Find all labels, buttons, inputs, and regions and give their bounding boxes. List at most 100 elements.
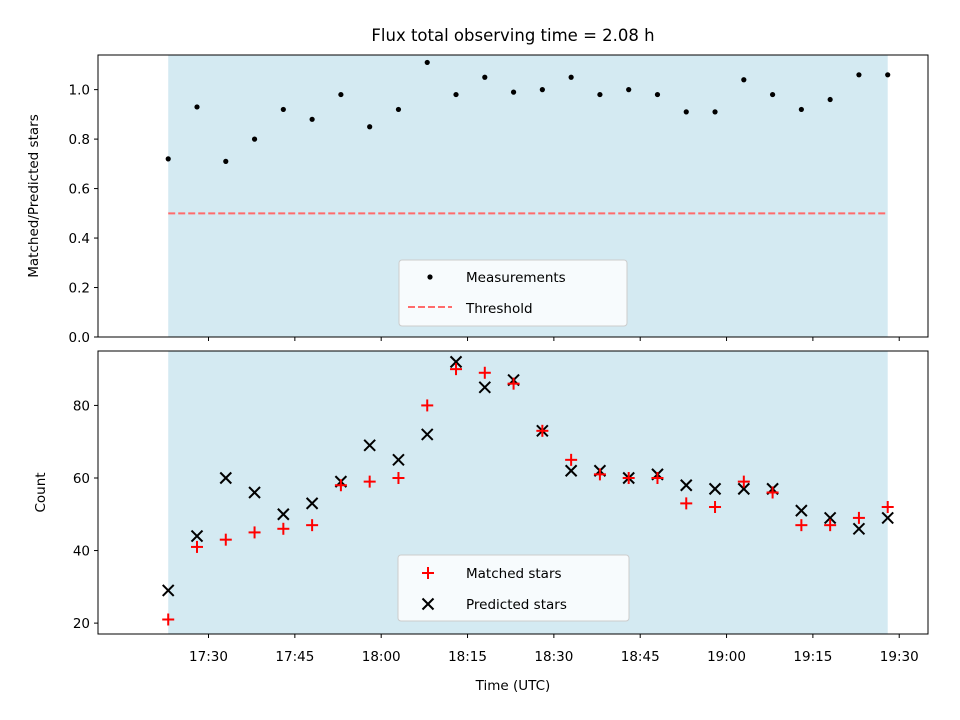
- predicted-star-point: [708, 482, 722, 496]
- ratio-legend: Measurements Threshold: [398, 259, 628, 327]
- predicted-star-point: [823, 511, 837, 525]
- measurement-point: [769, 91, 776, 98]
- count-x-ticks: 17:30 17:45 18:00 18:15 18:30 18:45 19:00 19:15…: [189, 634, 919, 665]
- count-axes-frame: [97, 350, 929, 635]
- count-y-axis-label: Count: [33, 472, 49, 512]
- measurement-point: [223, 158, 229, 164]
- predicted-star-point-stroke: [881, 511, 894, 525]
- legend-predicted-marker: [421, 597, 435, 611]
- x-axis-label: Time (UTC): [475, 678, 551, 694]
- measurement-point: [626, 87, 632, 93]
- predicted-star-point-stroke: [421, 428, 434, 441]
- measurement-point: [482, 74, 488, 80]
- measurement-point: [367, 124, 373, 130]
- matched-star-point: [334, 479, 347, 492]
- matched-stars-points: [162, 363, 894, 626]
- matched-star-point: [450, 363, 463, 376]
- predicted-star-point-stroke: [392, 453, 405, 467]
- predicted-star-point: [162, 584, 175, 597]
- measurement-point: [309, 116, 315, 122]
- predicted-star-point: [449, 355, 463, 369]
- matched-star-point: [421, 399, 434, 412]
- predicted-star-point-stroke: [277, 508, 290, 521]
- predicted-star-point: [305, 497, 319, 510]
- measurement-point: [712, 109, 718, 115]
- count-y-tick-label: 60: [73, 471, 90, 487]
- ratio-y-tick-label: 1.0: [69, 83, 90, 99]
- measurement-point: [194, 104, 200, 110]
- predicted-star-point-stroke: [190, 529, 204, 543]
- ratio-y-axis-label: Matched/Predicted stars: [26, 114, 42, 277]
- count-y-tick-label: 40: [73, 544, 90, 560]
- predicted-star-point: [248, 486, 261, 499]
- count-x-tick-label: 18:00: [362, 649, 401, 665]
- matched-star-point: [881, 501, 894, 514]
- count-legend: Matched stars Predicted stars: [397, 554, 630, 622]
- ratio-panel: 0.0 0.2 0.4 0.6 0.8 1.0 Flux total observing …: [26, 26, 929, 346]
- predicted-star-point-stroke: [680, 479, 693, 492]
- predicted-star-point: [881, 511, 894, 525]
- predicted-star-point-stroke: [162, 584, 175, 597]
- measurement-point: [539, 87, 545, 93]
- count-x-tick-label: 19:30: [880, 649, 919, 665]
- measurement-point: [856, 72, 862, 78]
- predicted-star-point: [277, 508, 290, 521]
- measurement-point: [683, 109, 689, 115]
- measurement-point: [568, 74, 574, 80]
- legend-predicted-x: [421, 597, 435, 611]
- ratio-y-tick-label: 0.2: [69, 281, 90, 297]
- matched-star-point: [162, 613, 175, 626]
- measurement-point: [424, 59, 430, 66]
- matched-star-point: [824, 519, 837, 532]
- matched-star-point: [191, 540, 204, 553]
- count-x-tick-label: 18:15: [448, 649, 487, 665]
- matched-star-point: [248, 526, 261, 539]
- matched-star-point: [680, 497, 693, 510]
- matched-star-point: [536, 424, 549, 437]
- legend-measurements-label: Measurements: [466, 270, 566, 286]
- ratio-y-tick-label: 0.0: [69, 330, 90, 346]
- predicted-star-point-stroke: [795, 504, 808, 517]
- measurement-point: [510, 89, 517, 95]
- predicted-star-point: [421, 428, 434, 441]
- predicted-star-point: [852, 522, 866, 535]
- predicted-star-point: [795, 504, 808, 517]
- measurement-point: [798, 106, 804, 113]
- predicted-star-point: [363, 439, 376, 452]
- count-y-ticks: 20 40 60 80: [73, 398, 98, 632]
- measurement-point: [597, 91, 603, 98]
- measurement-point: [654, 91, 661, 98]
- predicted-star-point-stroke: [305, 497, 319, 510]
- matched-star-point: [593, 468, 606, 481]
- measurement-point: [280, 106, 286, 113]
- predicted-star-point-stroke: [852, 522, 866, 535]
- predicted-star-point: [478, 381, 492, 394]
- matched-star-point: [392, 471, 405, 484]
- measurement-point: [741, 77, 747, 83]
- count-x-tick-label: 19:15: [793, 649, 832, 665]
- predicted-star-point-stroke: [823, 511, 837, 525]
- predicted-star-point-stroke: [478, 381, 492, 394]
- predicted-star-point-stroke: [449, 355, 463, 369]
- legend-matched-plus: [422, 567, 434, 579]
- ratio-y-tick-label: 0.8: [69, 132, 90, 148]
- measurement-point: [338, 91, 344, 98]
- matched-star-point: [277, 522, 290, 535]
- matched-star-point: [795, 519, 808, 532]
- predicted-star-point-stroke: [363, 439, 376, 452]
- matched-star-point: [651, 471, 664, 484]
- matched-star-point: [766, 486, 779, 499]
- predicted-star-point-stroke: [564, 464, 578, 477]
- matched-star-point: [219, 533, 232, 546]
- count-x-tick-label: 18:45: [621, 649, 660, 665]
- predicted-star-point: [737, 482, 751, 496]
- ratio-x-ticks: [208, 337, 900, 341]
- matched-star-point: [852, 511, 865, 524]
- measurement-point: [827, 96, 833, 103]
- predicted-star-point: [680, 479, 693, 492]
- ratio-legend-box: [398, 259, 628, 327]
- count-x-tick-label: 19:00: [707, 649, 746, 665]
- chart-title: Flux total observing time = 2.08 h: [371, 26, 654, 45]
